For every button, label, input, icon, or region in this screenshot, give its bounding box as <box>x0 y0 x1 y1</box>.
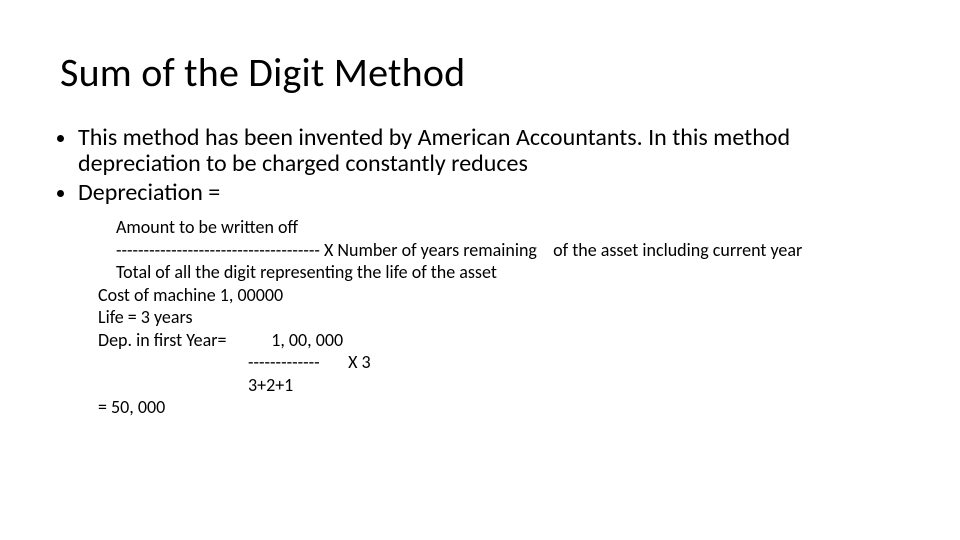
detail-line: ------------------------------------- X … <box>98 239 904 262</box>
formula-details: Amount to be written off ---------------… <box>60 216 904 419</box>
bullet-item: Depreciation = <box>78 180 904 206</box>
detail-line: Dep. in first Year= 1, 00, 000 <box>98 329 904 352</box>
detail-line: ------------- X 3 <box>98 351 904 374</box>
bullet-item: This method has been invented by America… <box>78 125 904 178</box>
slide-title: Sum of the Digit Method <box>60 48 904 97</box>
bullet-list: This method has been invented by America… <box>60 125 904 206</box>
detail-line: 3+2+1 <box>98 374 904 397</box>
detail-line: Life = 3 years <box>98 306 904 329</box>
detail-line: Cost of machine 1, 00000 <box>98 284 904 307</box>
detail-line: Total of all the digit representing the … <box>98 261 904 284</box>
detail-line: = 50, 000 <box>98 396 904 419</box>
slide-container: Sum of the Digit Method This method has … <box>0 0 960 540</box>
detail-line: Amount to be written off <box>98 216 904 239</box>
